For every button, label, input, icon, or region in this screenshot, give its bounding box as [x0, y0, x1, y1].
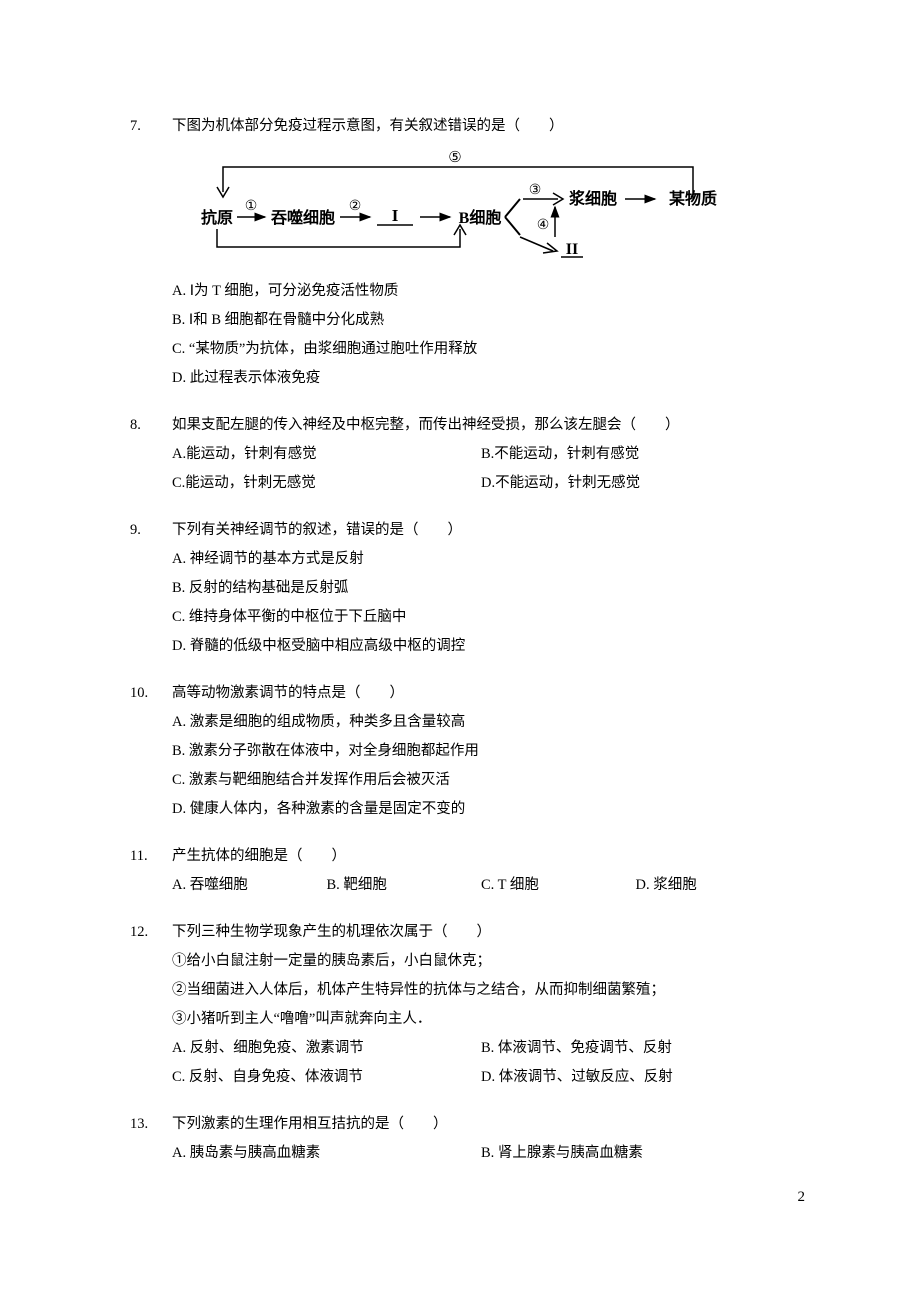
q7-option-b: B. Ⅰ和 B 细胞都在骨髓中分化成熟: [130, 306, 790, 335]
q11-number: 11.: [130, 842, 172, 871]
q12-line3: ③小猪听到主人“噜噜”叫声就奔向主人．: [130, 1005, 790, 1034]
q9-stem: 9. 下列有关神经调节的叙述，错误的是（ ）: [130, 516, 790, 545]
q8-number: 8.: [130, 411, 172, 440]
q9-text: 下列有关神经调节的叙述，错误的是（ ）: [172, 516, 790, 545]
q7-option-a: A. Ⅰ为 T 细胞，可分泌免疫活性物质: [130, 277, 790, 306]
q13-text: 下列激素的生理作用相互拮抗的是（ ）: [172, 1110, 790, 1139]
q12-option-b: B. 体液调节、免疫调节、反射: [481, 1034, 790, 1063]
phagocyte-label: 吞噬细胞: [271, 208, 335, 227]
q12-number: 12.: [130, 918, 172, 947]
q8-option-c: C.能运动，针刺无感觉: [172, 469, 481, 498]
q9-option-d: D. 脊髓的低级中枢受脑中相应高级中枢的调控: [130, 632, 790, 661]
question-9: 9. 下列有关神经调节的叙述，错误的是（ ） A. 神经调节的基本方式是反射 B…: [130, 516, 790, 661]
question-12: 12. 下列三种生物学现象产生的机理依次属于（ ） ①给小白鼠注射一定量的胰岛素…: [130, 918, 790, 1092]
q10-option-d: D. 健康人体内，各种激素的含量是固定不变的: [130, 795, 790, 824]
q10-option-b: B. 激素分子弥散在体液中，对全身细胞都起作用: [130, 737, 790, 766]
marker-3-label: ③: [529, 183, 542, 198]
q11-stem: 11. 产生抗体的细胞是（ ）: [130, 842, 790, 871]
q12-line1: ①给小白鼠注射一定量的胰岛素后，小白鼠休克；: [130, 947, 790, 976]
q11-option-b: B. 靶细胞: [327, 871, 482, 900]
q13-stem: 13. 下列激素的生理作用相互拮抗的是（ ）: [130, 1110, 790, 1139]
q10-option-a: A. 激素是细胞的组成物质，种类多且含量较高: [130, 708, 790, 737]
question-11: 11. 产生抗体的细胞是（ ） A. 吞噬细胞 B. 靶细胞 C. T 细胞 D…: [130, 842, 790, 900]
q12-option-d: D. 体液调节、过敏反应、反射: [481, 1063, 790, 1092]
q10-number: 10.: [130, 679, 172, 708]
plasma-label: 浆细胞: [568, 189, 617, 208]
marker-5-label: ⑤: [448, 150, 461, 166]
q13-option-a: A. 胰岛素与胰高血糖素: [172, 1139, 481, 1168]
q12-text: 下列三种生物学现象产生的机理依次属于（ ）: [172, 918, 790, 947]
q7-text: 下图为机体部分免疫过程示意图，有关叙述错误的是（ ）: [172, 112, 790, 141]
q7-number: 7.: [130, 112, 172, 141]
marker-4-label: ④: [537, 218, 550, 233]
q10-option-c: C. 激素与靶细胞结合并发挥作用后会被灭活: [130, 766, 790, 795]
q9-option-a: A. 神经调节的基本方式是反射: [130, 545, 790, 574]
q8-stem: 8. 如果支配左腿的传入神经及中枢完整，而传出神经受损，那么该左腿会（ ）: [130, 411, 790, 440]
bcell-label: B细胞: [459, 208, 502, 227]
q10-text: 高等动物激素调节的特点是（ ）: [172, 679, 790, 708]
q11-option-a: A. 吞噬细胞: [172, 871, 327, 900]
cell-I-label: I: [392, 206, 399, 225]
q11-text: 产生抗体的细胞是（ ）: [172, 842, 790, 871]
substance-label: 某物质: [668, 189, 717, 208]
q11-option-d: D. 浆细胞: [636, 871, 791, 900]
q7-stem: 7. 下图为机体部分免疫过程示意图，有关叙述错误的是（ ）: [130, 112, 790, 141]
q8-text: 如果支配左腿的传入神经及中枢完整，而传出神经受损，那么该左腿会（ ）: [172, 411, 790, 440]
question-7: 7. 下图为机体部分免疫过程示意图，有关叙述错误的是（ ） ⑤ 抗原 ① 吞噬细…: [130, 112, 790, 393]
q12-option-c: C. 反射、自身免疫、体液调节: [172, 1063, 481, 1092]
question-8: 8. 如果支配左腿的传入神经及中枢完整，而传出神经受损，那么该左腿会（ ） A.…: [130, 411, 790, 498]
q12-stem: 12. 下列三种生物学现象产生的机理依次属于（ ）: [130, 918, 790, 947]
marker-1-label: ①: [245, 199, 258, 214]
q13-option-b: B. 肾上腺素与胰高血糖素: [481, 1139, 790, 1168]
q8-option-a: A.能运动，针刺有感觉: [172, 440, 481, 469]
q10-stem: 10. 高等动物激素调节的特点是（ ）: [130, 679, 790, 708]
q12-line2: ②当细菌进入人体后，机体产生特异性的抗体与之结合，从而抑制细菌繁殖；: [130, 976, 790, 1005]
q12-option-a: A. 反射、细胞免疫、激素调节: [172, 1034, 481, 1063]
page-number: 2: [798, 1189, 806, 1206]
q11-option-c: C. T 细胞: [481, 871, 636, 900]
q9-option-c: C. 维持身体平衡的中枢位于下丘脑中: [130, 603, 790, 632]
diagram-svg: ⑤ 抗原 ① 吞噬细胞 ② I B细胞 ③ 浆细胞 某物质 ④: [185, 147, 735, 267]
q8-option-b: B.不能运动，针刺有感觉: [481, 440, 790, 469]
antigen-label: 抗原: [201, 208, 233, 227]
cell-II-label: II: [566, 241, 578, 258]
question-10: 10. 高等动物激素调节的特点是（ ） A. 激素是细胞的组成物质，种类多且含量…: [130, 679, 790, 824]
q7-option-d: D. 此过程表示体液免疫: [130, 364, 790, 393]
immune-diagram: ⑤ 抗原 ① 吞噬细胞 ② I B细胞 ③ 浆细胞 某物质 ④: [130, 147, 790, 267]
marker-2-label: ②: [349, 199, 362, 214]
q13-number: 13.: [130, 1110, 172, 1139]
q7-option-c: C. “某物质”为抗体，由浆细胞通过胞吐作用释放: [130, 335, 790, 364]
q9-number: 9.: [130, 516, 172, 545]
q8-option-d: D.不能运动，针刺无感觉: [481, 469, 790, 498]
question-13: 13. 下列激素的生理作用相互拮抗的是（ ） A. 胰岛素与胰高血糖素 B. 肾…: [130, 1110, 790, 1168]
q9-option-b: B. 反射的结构基础是反射弧: [130, 574, 790, 603]
